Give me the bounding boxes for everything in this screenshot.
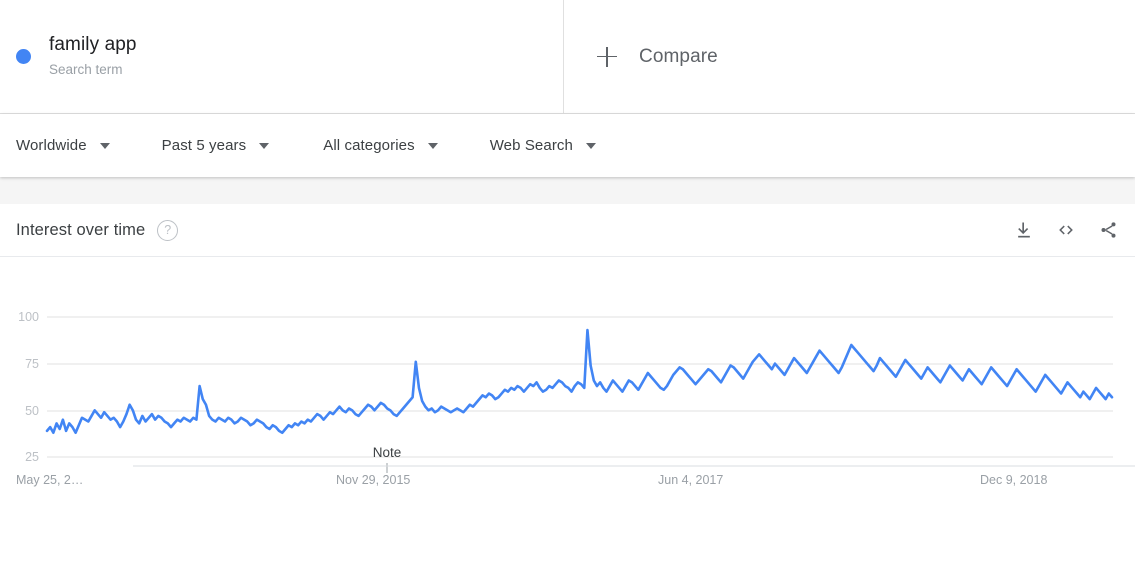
search-term-bar: family app Search term Compare xyxy=(0,0,1135,114)
search-term-card[interactable]: family app Search term xyxy=(0,0,564,113)
download-icon[interactable] xyxy=(1014,220,1034,240)
card-actions xyxy=(1014,220,1119,240)
filter-location[interactable]: Worldwide xyxy=(16,137,110,154)
share-icon[interactable] xyxy=(1098,220,1119,240)
note-label: Note xyxy=(373,445,402,460)
compare-label: Compare xyxy=(639,45,718,67)
search-term-title: family app xyxy=(49,34,137,55)
chevron-down-icon xyxy=(259,142,270,149)
card-header: Interest over time ? xyxy=(0,204,1135,257)
x-tick-2: Jun 4, 2017 xyxy=(658,473,723,487)
filter-search-type-label: Web Search xyxy=(489,137,573,154)
filter-time-range-label: Past 5 years xyxy=(161,137,247,154)
y-axis-labels: 100 75 50 25 xyxy=(18,310,39,464)
chevron-down-icon xyxy=(585,142,596,149)
x-tick-1: Nov 29, 2015 xyxy=(336,473,410,487)
chevron-down-icon xyxy=(99,142,110,149)
series-line-family-app xyxy=(45,328,1114,435)
grid-lines xyxy=(47,316,1113,458)
compare-button[interactable]: Compare xyxy=(564,0,1135,113)
search-term-subtitle: Search term xyxy=(49,62,123,77)
help-icon[interactable]: ? xyxy=(157,219,179,241)
filter-category[interactable]: All categories xyxy=(323,137,438,154)
y-tick-100: 100 xyxy=(18,310,39,324)
filter-search-type[interactable]: Web Search xyxy=(490,137,596,154)
note-annotation[interactable]: Note xyxy=(373,445,402,473)
trends-line-chart: 100 75 50 25 Note May 25, 2… Nov 29, 201… xyxy=(0,257,1135,565)
filter-location-label: Worldwide xyxy=(16,137,87,154)
y-tick-25: 25 xyxy=(25,450,39,464)
embed-code-icon[interactable] xyxy=(1055,220,1077,240)
filter-time-range[interactable]: Past 5 years xyxy=(162,137,270,154)
content-background-gap xyxy=(0,177,1135,204)
series-color-dot xyxy=(16,49,31,64)
x-tick-0: May 25, 2… xyxy=(16,473,83,487)
y-tick-50: 50 xyxy=(25,404,39,418)
x-axis-labels: May 25, 2… Nov 29, 2015 Jun 4, 2017 Dec … xyxy=(16,473,1047,487)
y-tick-75: 75 xyxy=(25,357,39,371)
filter-category-label: All categories xyxy=(323,137,415,154)
chevron-down-icon xyxy=(427,142,438,149)
filter-bar: Worldwide Past 5 years All categories We… xyxy=(0,114,1135,177)
chart-svg: 100 75 50 25 Note May 25, 2… Nov 29, 201… xyxy=(16,310,1135,487)
plus-icon xyxy=(597,46,617,67)
page-title: Interest over time xyxy=(16,220,146,239)
x-tick-3: Dec 9, 2018 xyxy=(980,473,1047,487)
search-term-text: family app Search term xyxy=(49,33,137,80)
interest-over-time-card: Interest over time ? xyxy=(0,204,1135,565)
